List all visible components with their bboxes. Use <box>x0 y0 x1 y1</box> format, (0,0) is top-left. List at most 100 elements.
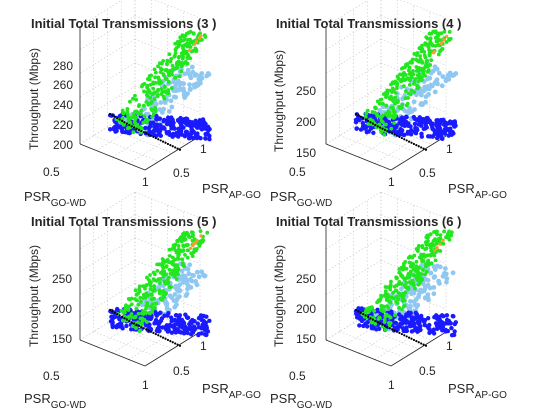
data-point <box>425 239 430 244</box>
grid-line <box>79 0 123 27</box>
data-point <box>443 78 449 84</box>
data-point <box>176 244 181 248</box>
data-point <box>153 70 158 75</box>
data-point <box>178 344 182 347</box>
data-point <box>142 131 145 134</box>
data-point <box>393 79 398 84</box>
data-point <box>394 86 399 91</box>
grid-line <box>134 15 201 42</box>
data-point <box>417 341 420 344</box>
data-point <box>393 95 398 100</box>
data-point <box>384 103 389 108</box>
data-point <box>153 81 158 85</box>
data-point <box>428 36 433 41</box>
data-point <box>447 319 452 325</box>
data-point <box>400 307 404 312</box>
data-point <box>389 279 393 284</box>
grid-line <box>353 126 419 154</box>
grid-line <box>154 0 201 19</box>
data-point <box>409 315 415 320</box>
data-point <box>383 324 387 327</box>
data-point <box>161 274 166 279</box>
data-point <box>125 107 130 111</box>
data-point <box>198 135 203 141</box>
data-point <box>169 86 174 91</box>
data-point <box>442 38 446 42</box>
grid-line <box>93 135 159 162</box>
data-point <box>148 273 152 277</box>
data-point <box>392 121 397 125</box>
data-point <box>169 56 174 61</box>
data-point <box>165 115 171 120</box>
data-point <box>409 320 415 326</box>
data-point <box>393 320 399 326</box>
data-point <box>357 114 360 117</box>
data-point <box>162 336 165 339</box>
data-point <box>400 66 404 71</box>
data-point <box>174 313 179 318</box>
data-point <box>164 129 169 135</box>
data-point <box>434 238 439 243</box>
data-point <box>174 302 179 308</box>
data-point <box>388 131 391 134</box>
data-point <box>179 236 183 241</box>
data-point <box>379 126 382 129</box>
data-point <box>188 37 192 42</box>
data-point <box>438 249 443 253</box>
data-point <box>171 341 174 344</box>
data-point <box>199 34 203 38</box>
data-point <box>436 70 442 76</box>
data-point <box>445 34 449 39</box>
data-point <box>418 54 423 59</box>
data-point <box>437 121 443 126</box>
data-point <box>399 314 404 319</box>
data-point <box>145 328 148 331</box>
data-point <box>165 58 170 63</box>
data-point <box>120 116 125 121</box>
data-point <box>199 71 205 76</box>
data-point <box>140 84 144 89</box>
data-point <box>191 136 196 141</box>
data-point <box>437 264 443 270</box>
data-point <box>390 86 395 91</box>
data-point <box>133 93 137 98</box>
data-point <box>152 97 157 101</box>
data-point <box>447 72 453 78</box>
data-point <box>193 240 198 244</box>
data-point <box>140 322 144 327</box>
data-point <box>401 304 406 309</box>
data-point <box>420 342 423 345</box>
data-point <box>418 92 424 98</box>
data-point <box>433 79 439 85</box>
data-point <box>167 52 172 57</box>
data-point <box>384 111 389 116</box>
z-axis-line <box>390 135 447 171</box>
data-point <box>419 134 425 139</box>
data-point <box>187 86 193 92</box>
data-point <box>408 60 412 65</box>
data-point <box>427 51 432 56</box>
data-point <box>383 293 387 297</box>
data-point <box>430 121 435 127</box>
data-point <box>437 281 442 286</box>
data-point <box>414 274 419 278</box>
data-point <box>407 105 412 111</box>
data-point <box>170 72 174 77</box>
data-point <box>108 319 114 324</box>
data-point <box>165 91 170 95</box>
data-point <box>182 116 187 122</box>
data-point <box>366 119 370 122</box>
data-point <box>412 129 417 134</box>
data-point <box>139 299 143 304</box>
data-point <box>358 127 364 132</box>
data-point <box>176 42 181 47</box>
data-point <box>142 114 147 119</box>
data-point <box>161 117 167 123</box>
data-point <box>110 322 115 327</box>
data-point <box>147 329 150 332</box>
z-axis-line <box>144 135 201 171</box>
data-point <box>405 76 410 81</box>
data-point <box>416 118 422 123</box>
grid-line <box>79 282 136 318</box>
data-point <box>170 63 175 68</box>
